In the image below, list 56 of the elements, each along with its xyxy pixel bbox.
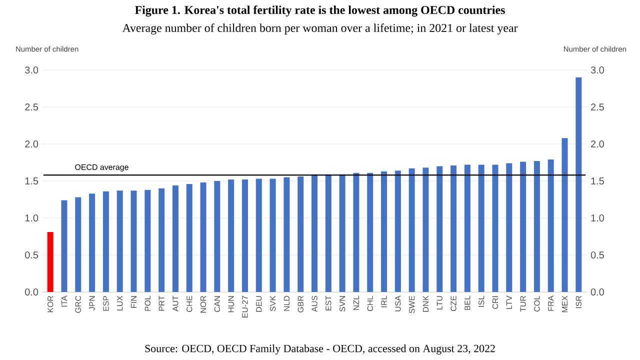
bar <box>464 164 470 292</box>
bar <box>562 138 568 292</box>
bar <box>325 174 332 292</box>
bar <box>284 177 290 292</box>
bar <box>436 166 443 292</box>
bar <box>102 191 109 292</box>
chart-title: Figure 1. Korea's total fertility rate is the lowest among OECD countries <box>134 6 505 17</box>
bar <box>353 172 360 292</box>
bar <box>144 190 151 292</box>
bar <box>130 190 137 292</box>
y2-tick-label: 0.0 <box>590 288 604 296</box>
bar <box>298 176 304 292</box>
bar <box>214 181 220 292</box>
bar <box>548 160 554 292</box>
bar <box>520 162 526 292</box>
bar <box>506 163 512 292</box>
y2-tick-label: 2.5 <box>591 103 604 111</box>
bar <box>478 164 484 292</box>
y-tick-label: 2.5 <box>25 103 38 111</box>
bar <box>408 168 415 292</box>
y2-tick-label: 2.0 <box>591 140 604 148</box>
bar <box>367 172 374 292</box>
bar <box>256 178 262 292</box>
bar <box>47 232 54 292</box>
y2-tick-label: 3.0 <box>590 66 604 74</box>
bar <box>242 180 248 292</box>
y2-tick-label: 1.0 <box>591 214 604 222</box>
y-tick-label: 0.5 <box>25 251 38 259</box>
bar <box>75 197 82 292</box>
y-tick-label: 1.0 <box>25 214 38 222</box>
bar <box>172 185 178 292</box>
y-tick-label: 2.0 <box>25 140 38 148</box>
y2-tick-label: 1.5 <box>591 178 604 184</box>
y-tick-label: 3.0 <box>25 66 38 74</box>
bar <box>89 194 96 292</box>
bar <box>228 180 234 292</box>
y-tick-label: 0.0 <box>25 288 38 296</box>
y-tick-label: 1.5 <box>25 178 38 184</box>
bar <box>200 182 206 292</box>
bar <box>534 161 540 292</box>
bar <box>394 170 401 292</box>
bar <box>312 174 318 292</box>
y2-tick-label: 0.5 <box>590 251 604 259</box>
bar <box>270 178 276 292</box>
bar <box>339 174 346 292</box>
bar <box>61 200 68 292</box>
chart-subtitle: Average number of children born per woman over a lifetime; in 2021 or latest year <box>122 24 518 35</box>
bar <box>450 165 457 292</box>
bar <box>381 171 388 292</box>
bar <box>576 77 582 292</box>
bar <box>116 190 123 292</box>
bar <box>158 188 165 292</box>
bar <box>492 164 498 292</box>
source-note: Source: OECD, OECD Family Database - OECD, accessed on August 23, 2022 <box>145 344 495 354</box>
bar <box>186 184 192 292</box>
bar <box>422 168 429 292</box>
